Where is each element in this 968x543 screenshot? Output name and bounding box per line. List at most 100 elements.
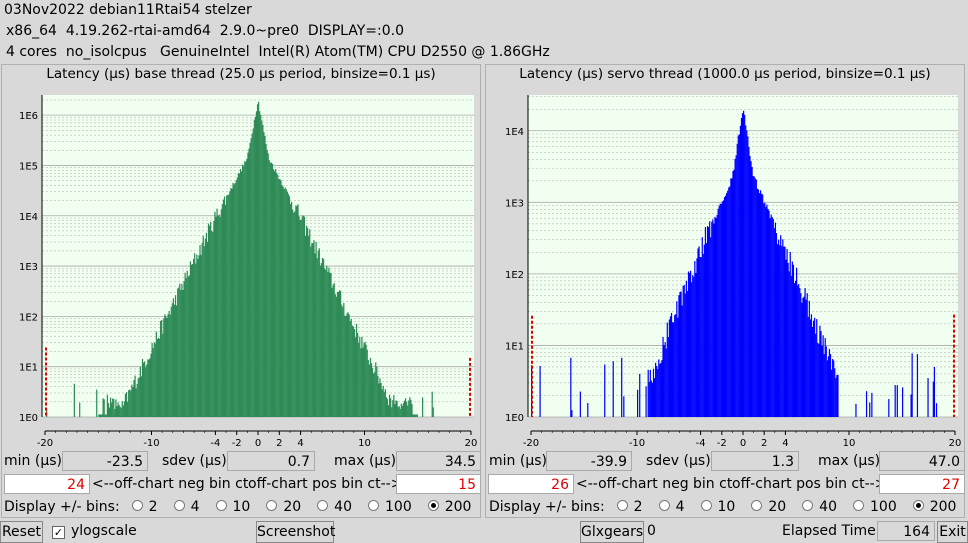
check-icon[interactable]: ✓ [52, 526, 65, 539]
bins-option-10[interactable]: 10 [700, 499, 735, 515]
histogram-bar [315, 241, 317, 417]
bins-option-4[interactable]: 4 [658, 499, 685, 515]
histogram-bar [697, 248, 699, 417]
histogram-bar [687, 271, 690, 417]
histogram-bar [202, 235, 204, 417]
histogram-bar [772, 219, 774, 417]
histogram-bar [758, 193, 761, 417]
histogram-bar [802, 297, 804, 417]
histogram-bar [748, 147, 750, 417]
histogram-bar [280, 180, 282, 417]
radio-icon[interactable] [912, 500, 924, 511]
histogram-bar [319, 265, 321, 417]
servo-pos-offchart-count: 27 [879, 474, 965, 494]
radio-icon[interactable] [427, 500, 439, 511]
histogram-bar [677, 317, 679, 417]
histogram-bar [185, 278, 187, 417]
histogram-bar [415, 414, 417, 417]
bins-option-4[interactable]: 4 [173, 499, 200, 515]
bins-option-200[interactable]: 200 [912, 499, 956, 515]
histogram-bar [258, 101, 260, 418]
histogram-bar [824, 338, 826, 417]
histogram-bar [871, 392, 873, 417]
histogram-bar [160, 320, 162, 417]
histogram-bar [264, 135, 266, 417]
glxgears-button[interactable]: Glxgears [580, 521, 644, 543]
histogram-bar [179, 283, 181, 417]
histogram-bar [769, 218, 771, 417]
histogram-bar [384, 389, 386, 417]
histogram-bar [704, 227, 707, 417]
histogram-bar [682, 285, 684, 417]
histogram-bar [196, 254, 198, 417]
histogram-bar [392, 400, 394, 417]
histogram-bar [382, 385, 384, 417]
y-tick-label: 1E3 [19, 262, 38, 273]
histogram-bar [245, 161, 247, 417]
bins-option-100[interactable]: 100 [853, 499, 897, 515]
histogram-bar [296, 206, 298, 417]
histogram-bar [147, 359, 149, 417]
radio-icon[interactable] [853, 500, 864, 511]
histogram-bar [784, 246, 786, 417]
radio-icon[interactable] [616, 500, 628, 511]
histogram-bar [381, 389, 383, 417]
histogram-bar [118, 405, 120, 417]
histogram-bar [234, 182, 236, 417]
bins-option-2[interactable]: 2 [131, 499, 158, 515]
bins-option-40[interactable]: 40 [317, 499, 352, 515]
bins-option-100[interactable]: 100 [368, 499, 412, 515]
histogram-bar [621, 357, 623, 417]
radio-icon[interactable] [173, 500, 185, 511]
histogram-bar [271, 163, 274, 417]
exit-button[interactable]: Exit [937, 521, 968, 543]
radio-icon[interactable] [266, 500, 278, 511]
histogram-bar [119, 406, 121, 417]
bins-option-40[interactable]: 40 [802, 499, 837, 515]
histogram-bar [152, 348, 154, 417]
histogram-bar [151, 343, 153, 417]
histogram-bar [807, 316, 809, 417]
histogram-bar [398, 406, 400, 417]
bins-option-20[interactable]: 20 [751, 499, 786, 515]
histogram-bar [328, 267, 330, 417]
elapsed-time-label: Elapsed Time: [782, 523, 881, 539]
bins-option-20[interactable]: 20 [266, 499, 301, 515]
histogram-bar [148, 359, 150, 417]
histogram-bar [690, 270, 692, 417]
radio-icon[interactable] [802, 500, 814, 511]
histogram-bar [322, 258, 325, 417]
reset-button[interactable]: Reset [0, 521, 43, 543]
histogram-bar [935, 403, 938, 417]
radio-icon[interactable] [215, 500, 227, 511]
histogram-bar [155, 331, 157, 417]
histogram-bar [749, 155, 751, 417]
bins-option-2[interactable]: 2 [616, 499, 643, 515]
histogram-bar [98, 414, 100, 417]
radio-icon[interactable] [317, 500, 329, 511]
bins-option-10[interactable]: 10 [215, 499, 250, 515]
radio-icon[interactable] [700, 500, 712, 511]
radio-icon[interactable] [368, 500, 379, 511]
histogram-bar [273, 171, 276, 417]
histogram-bar [701, 237, 703, 417]
histogram-bar [386, 399, 389, 417]
histogram-bar [779, 245, 781, 417]
screenshot-button[interactable]: Screenshot [256, 521, 335, 543]
histogram-bar [801, 302, 803, 417]
histogram-bar [150, 353, 152, 417]
histogram-bar [342, 306, 344, 417]
histogram-bar [214, 211, 216, 417]
histogram-bar [327, 272, 329, 417]
bins-option-label: 40 [334, 499, 352, 515]
histogram-bar [789, 251, 791, 417]
histogram-bar [229, 191, 231, 417]
histogram-bar [722, 200, 725, 417]
histogram-bar [254, 116, 257, 417]
radio-icon[interactable] [751, 500, 763, 511]
ylogscale-checkbox[interactable]: ✓ ylogscale [52, 521, 137, 541]
histogram-bar [212, 231, 214, 417]
radio-icon[interactable] [131, 500, 143, 511]
radio-icon[interactable] [658, 500, 670, 511]
bins-option-200[interactable]: 200 [427, 499, 471, 515]
